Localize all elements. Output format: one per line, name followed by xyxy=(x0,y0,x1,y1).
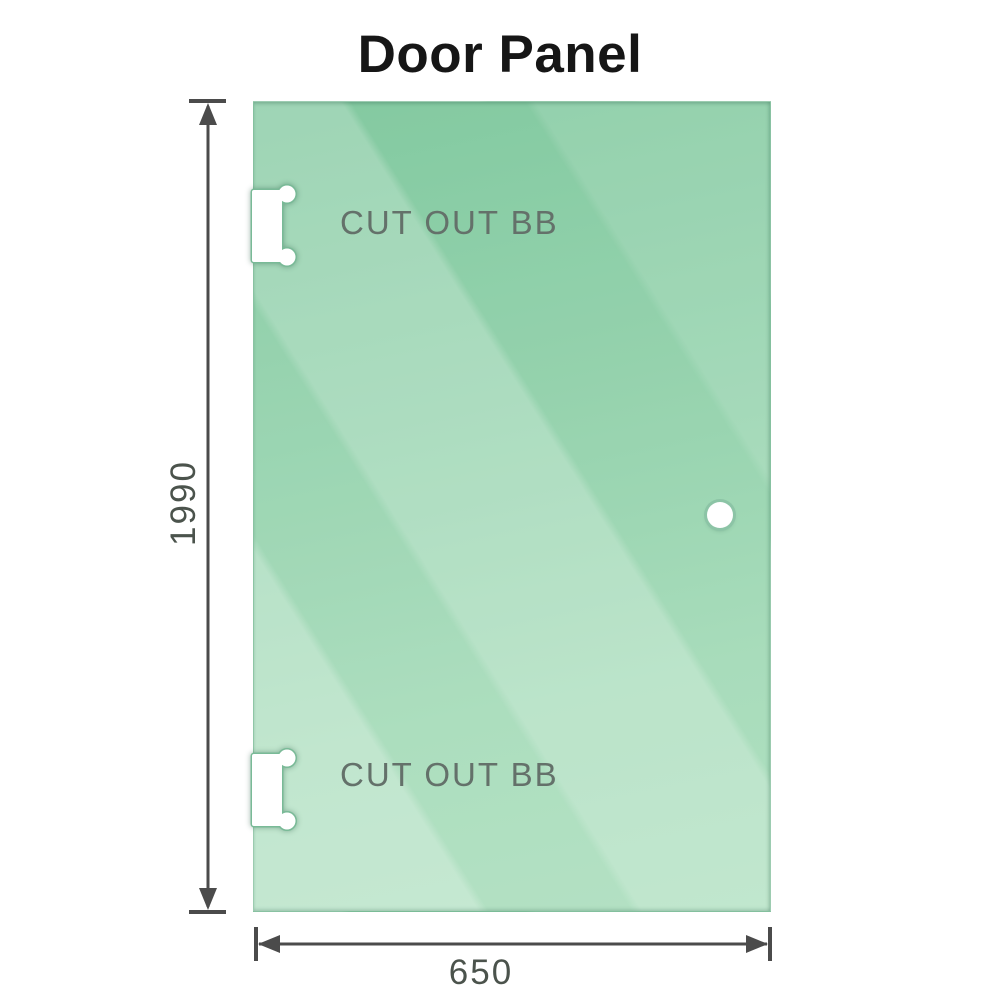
arrow-left-icon xyxy=(258,935,280,953)
cutout-fill xyxy=(252,749,296,830)
width-dimension-label: 650 xyxy=(448,953,514,992)
arrow-up-icon xyxy=(199,103,217,125)
glass-panel: CUT OUT BB CUT OUT BB xyxy=(250,101,771,912)
hinge-cutout-bottom-icon xyxy=(250,748,297,831)
cutout-label-bottom: CUT OUT BB xyxy=(340,756,559,793)
handle-hole xyxy=(707,502,733,528)
cutout-fill xyxy=(252,185,296,266)
horizontal-dimension-arrows xyxy=(258,935,768,953)
arrow-down-icon xyxy=(199,888,217,910)
cutout-label-top: CUT OUT BB xyxy=(340,204,559,241)
diagram-title: Door Panel xyxy=(357,25,643,84)
arrow-right-icon xyxy=(746,935,768,953)
hinge-cutout-top-icon xyxy=(250,184,297,267)
height-dimension-label: 1990 xyxy=(164,460,203,546)
